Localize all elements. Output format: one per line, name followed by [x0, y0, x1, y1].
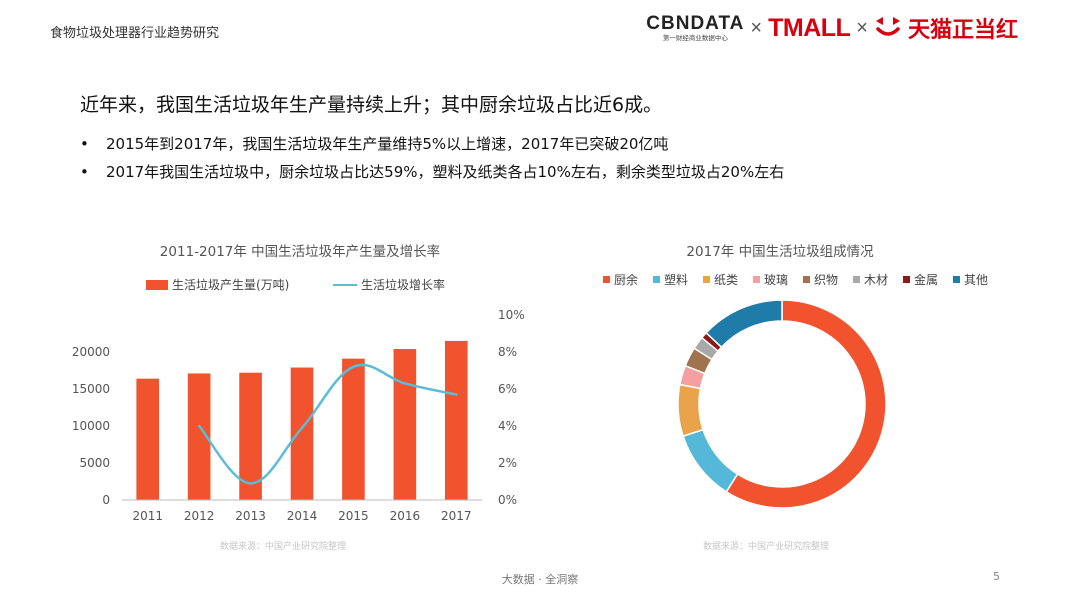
header-title: 食物垃圾处理器行业趋势研究	[50, 26, 220, 41]
donut-legend-swatch	[953, 276, 960, 283]
y-right-tick-label: 10%	[498, 308, 525, 322]
donut-legend-label: 木材	[864, 273, 889, 287]
bar	[187, 373, 211, 500]
bullet-item: • 2015年到2017年，我国生活垃圾年生产量维持5%以上增速，2017年已突破…	[80, 133, 784, 161]
y-right-tick-label: 6%	[498, 382, 517, 396]
donut-slice	[705, 299, 783, 349]
tmall-cat-icon	[875, 17, 900, 36]
growth-rate-line	[197, 363, 458, 485]
cbndata-logo-subtitle: 第一财经商业数据中心	[662, 34, 728, 42]
y-left-tick-label: 5000	[79, 456, 110, 470]
y-right-tick-label: 0%	[498, 493, 517, 507]
legend-swatch-bar	[146, 279, 168, 290]
growth-rate-point	[249, 482, 252, 485]
headline: 近年来，我国生活垃圾年生产量持续上升；其中厨余垃圾占比近6成。	[80, 94, 663, 116]
donut-legend-label: 纸类	[714, 273, 739, 287]
legend-item-bar: 生活垃圾产生量(万吨)	[146, 276, 289, 293]
growth-rate-point	[403, 382, 407, 385]
y-left-tick-label: 10000	[72, 419, 110, 433]
bullet-list: • 2015年到2017年，我国生活垃圾年生产量维持5%以上增速，2017年已突破…	[80, 133, 784, 189]
donut-legend-label: 金属	[914, 273, 939, 287]
legend-label-bar: 生活垃圾产生量(万吨)	[172, 278, 290, 292]
growth-rate-point	[455, 393, 458, 396]
cross-sign: ×	[856, 16, 868, 39]
donut-legend-item: 塑料	[653, 271, 688, 288]
donut-legend-swatch	[903, 276, 910, 283]
donut-legend-item: 织物	[803, 271, 838, 288]
cross-sign: ×	[750, 16, 763, 39]
x-tick-label: 2016	[390, 509, 421, 523]
x-tick-label: 2012	[184, 509, 215, 523]
donut-chart-title: 2017年 中国生活垃圾组成情况	[686, 244, 874, 260]
donut-legend-swatch	[753, 276, 760, 283]
x-tick-label: 2015	[338, 509, 369, 523]
x-tick-label: 2011	[132, 509, 163, 523]
legend-swatch-line	[333, 283, 357, 286]
bullet-dot: •	[80, 163, 89, 181]
donut-slice	[677, 383, 705, 438]
donut-legend-label: 塑料	[664, 273, 689, 287]
tmall-logo: TMALL	[768, 13, 851, 42]
donut-legend-swatch	[653, 276, 660, 283]
donut-legend-label: 厨余	[614, 273, 639, 287]
x-tick-label: 2017	[441, 509, 472, 523]
donut-legend-item: 纸类	[703, 271, 738, 288]
donut-legend-label: 玻璃	[764, 273, 789, 287]
donut-legend-swatch	[703, 276, 710, 283]
page-number: 5	[993, 570, 1000, 583]
donut-legend-item: 其他	[953, 271, 988, 288]
bar	[136, 378, 160, 500]
donut-slice	[682, 428, 739, 493]
donut-legend-item: 木材	[853, 271, 888, 288]
bullet-text: 2017年我国生活垃圾中，厨余垃圾占比达59%，塑料及纸类各占10%左右，剩余类…	[106, 163, 785, 181]
bar	[290, 367, 314, 500]
donut-slice	[725, 299, 887, 509]
bar-chart-title: 2011-2017年 中国生活垃圾年产生量及增长率	[159, 244, 441, 260]
partner-logos: CBNDATA 第一财经商业数据中心 × TMALL × 天猫正当红	[646, 8, 1018, 48]
footer-text: 大数据 · 全洞察	[501, 573, 579, 586]
donut-legend-swatch	[603, 276, 610, 283]
bullet-text: 2015年到2017年，我国生活垃圾年生产量维持5%以上增速，2017年已突破2…	[106, 135, 669, 153]
growth-rate-point	[197, 424, 201, 428]
bullet-dot: •	[80, 135, 89, 153]
cbndata-logo-text: CBNDATA	[646, 13, 745, 34]
bullet-item: • 2017年我国生活垃圾中，厨余垃圾占比达59%，塑料及纸类各占10%左右，剩余…	[80, 161, 784, 189]
growth-rate-point	[300, 426, 304, 430]
bar	[393, 349, 417, 500]
cbndata-logo: CBNDATA 第一财经商业数据中心	[646, 13, 745, 43]
donut-legend-swatch	[853, 276, 860, 283]
donut-legend-swatch	[803, 276, 810, 283]
donut-legend-label: 其他	[964, 273, 989, 287]
tianmao-logo: 天猫正当红	[907, 18, 1018, 43]
y-right-tick-label: 8%	[498, 345, 517, 359]
donut-legend-label: 织物	[814, 273, 839, 287]
legend-item-line: 生活垃圾增长率	[333, 276, 445, 293]
donut-legend-item: 玻璃	[753, 271, 788, 288]
donut-chart	[677, 299, 887, 509]
bar	[239, 372, 262, 500]
x-tick-label: 2014	[287, 509, 318, 523]
bar	[342, 358, 365, 500]
x-tick-label: 2013	[235, 509, 266, 523]
y-right-tick-label: 4%	[498, 419, 517, 433]
growth-rate-point	[352, 365, 355, 368]
y-left-tick-label: 20000	[72, 345, 110, 359]
y-left-tick-label: 0	[102, 493, 110, 507]
bar-chart-source: 数据来源：中国产业研究院整理	[220, 542, 347, 552]
y-left-tick-label: 15000	[72, 382, 110, 396]
combo-chart: 0 5000 10000 15000 20000 0% 2% 4% 6% 8% 10% 2011 201…	[72, 308, 525, 523]
bar	[444, 340, 468, 500]
legend-label-line: 生活垃圾增长率	[361, 278, 446, 292]
y-right-tick-label: 2%	[498, 456, 517, 470]
donut-legend-item: 金属	[903, 271, 938, 288]
donut-chart-source: 数据来源：中国产业研究院整理	[703, 542, 830, 552]
donut-legend-item: 厨余	[603, 271, 638, 288]
